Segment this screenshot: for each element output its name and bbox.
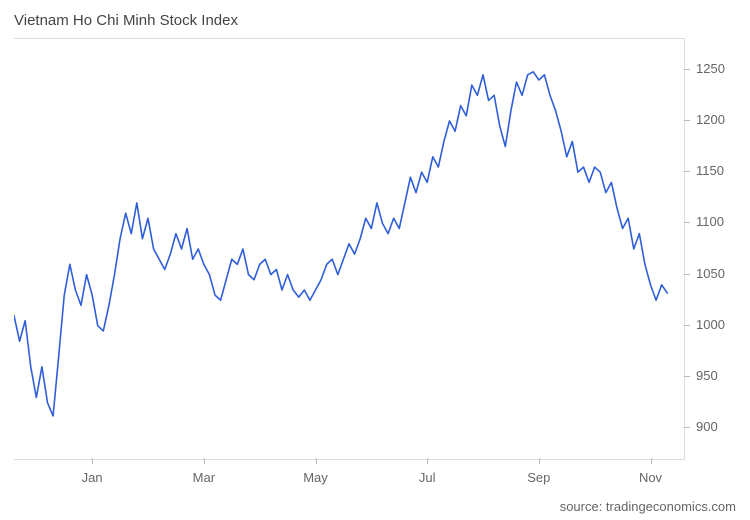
y-tick-mark [684, 376, 690, 377]
x-tick-label: Jan [82, 470, 103, 485]
x-tick-mark [204, 458, 205, 464]
x-tick-label: May [303, 470, 328, 485]
y-tick-mark [684, 325, 690, 326]
y-tick-label: 950 [696, 368, 718, 383]
source-label: source: tradingeconomics.com [560, 499, 736, 514]
price-line [14, 39, 684, 459]
x-tick-label: Jul [419, 470, 436, 485]
y-tick-label: 1100 [696, 214, 724, 229]
y-tick-mark [684, 69, 690, 70]
x-tick-mark [427, 458, 428, 464]
chart-title: Vietnam Ho Chi Minh Stock Index [14, 12, 238, 29]
y-tick-label: 1050 [696, 266, 725, 281]
x-tick-label: Nov [639, 470, 662, 485]
x-tick-mark [316, 458, 317, 464]
x-tick-label: Sep [527, 470, 550, 485]
y-tick-mark [684, 222, 690, 223]
x-tick-mark [92, 458, 93, 464]
y-tick-mark [684, 427, 690, 428]
y-tick-mark [684, 120, 690, 121]
x-tick-mark [539, 458, 540, 464]
y-tick-label: 1150 [696, 163, 724, 178]
y-tick-label: 1200 [696, 112, 725, 127]
x-tick-mark [651, 458, 652, 464]
y-tick-label: 1250 [696, 61, 725, 76]
y-tick-mark [684, 171, 690, 172]
y-tick-label: 1000 [696, 317, 725, 332]
plot-area [14, 38, 685, 460]
chart-container: { "chart": { "type": "line", "title": "V… [0, 0, 750, 520]
y-tick-label: 900 [696, 419, 718, 434]
y-tick-mark [684, 274, 690, 275]
x-tick-label: Mar [193, 470, 215, 485]
